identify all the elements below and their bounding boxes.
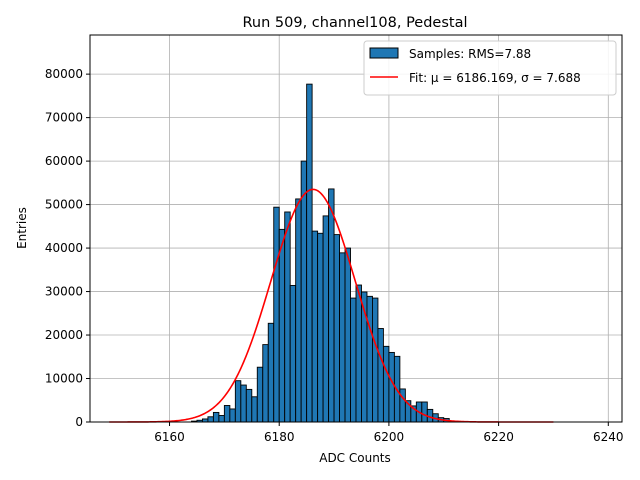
histogram-bar <box>366 295 373 423</box>
histogram-bar <box>234 380 242 423</box>
histogram-bar <box>278 228 286 423</box>
histogram-bar <box>240 384 247 423</box>
y-tick-label: 20000 <box>45 328 83 342</box>
x-tick-label: 6240 <box>593 430 624 444</box>
y-tick-label: 0 <box>75 415 83 429</box>
grid <box>90 35 622 423</box>
y-tick-label: 60000 <box>45 154 83 168</box>
y-axis-label: Entries <box>15 207 29 249</box>
histogram-bar <box>355 284 362 423</box>
y-tick-label: 70000 <box>45 111 83 125</box>
histogram-bar <box>421 401 428 423</box>
histogram-bar <box>311 230 319 423</box>
histogram-bar <box>317 232 324 423</box>
histogram-bar <box>372 297 379 423</box>
histogram-bar <box>328 188 335 423</box>
histogram-bar <box>382 345 390 423</box>
x-tick-label: 6200 <box>374 430 405 444</box>
chart-title: Run 509, channel108, Pedestal <box>242 15 467 31</box>
histogram-bar <box>333 234 340 423</box>
histogram-bar <box>251 396 258 423</box>
histogram-bar <box>212 411 220 423</box>
x-tick-label: 6180 <box>264 430 295 444</box>
y-tick-label: 30000 <box>45 285 83 299</box>
y-tick-label: 50000 <box>45 198 83 212</box>
legend-label-fit: Fit: μ = 6186.169, σ = 7.688 <box>409 71 581 85</box>
y-tick-label: 40000 <box>45 241 83 255</box>
legend-label-histogram: Samples: RMS=7.88 <box>409 47 531 61</box>
histogram-bar <box>344 247 351 423</box>
histogram-bar <box>223 405 231 423</box>
x-tick-label: 6160 <box>154 430 185 444</box>
histogram-bar <box>284 211 291 423</box>
histogram-bar <box>207 416 214 423</box>
legend-box <box>363 40 617 96</box>
legend-swatch-histogram <box>369 47 399 59</box>
histogram-bar <box>267 322 275 423</box>
histogram-bar <box>262 344 269 423</box>
histogram-bar <box>289 285 297 423</box>
histogram-bar <box>306 83 313 423</box>
histogram-bar <box>273 206 280 423</box>
x-tick-label: 6220 <box>483 430 514 444</box>
histogram-bar <box>377 328 384 423</box>
histogram-bar <box>322 215 330 423</box>
histogram-bar <box>300 160 308 423</box>
histogram-bar <box>350 297 357 423</box>
axes <box>89 34 623 423</box>
axes-frame <box>89 34 623 423</box>
histogram-bar <box>295 198 302 423</box>
histogram-bar <box>229 408 236 423</box>
x-axis-label: ADC Counts <box>319 451 391 465</box>
tick-labels: 6160 6180 6200 6220 6240 0 10000 20000 30000 4000… <box>45 67 624 444</box>
y-tick-label: 80000 <box>45 67 83 81</box>
histogram-bar <box>218 415 225 423</box>
histogram-bar <box>245 388 253 423</box>
legend: Samples: RMS=7.88 Fit: μ = 6186.169, σ =… <box>363 40 617 96</box>
histogram-bar <box>388 351 395 423</box>
y-tick-label: 10000 <box>45 372 83 386</box>
histogram-bar <box>256 366 264 423</box>
histogram-bar <box>339 252 346 423</box>
